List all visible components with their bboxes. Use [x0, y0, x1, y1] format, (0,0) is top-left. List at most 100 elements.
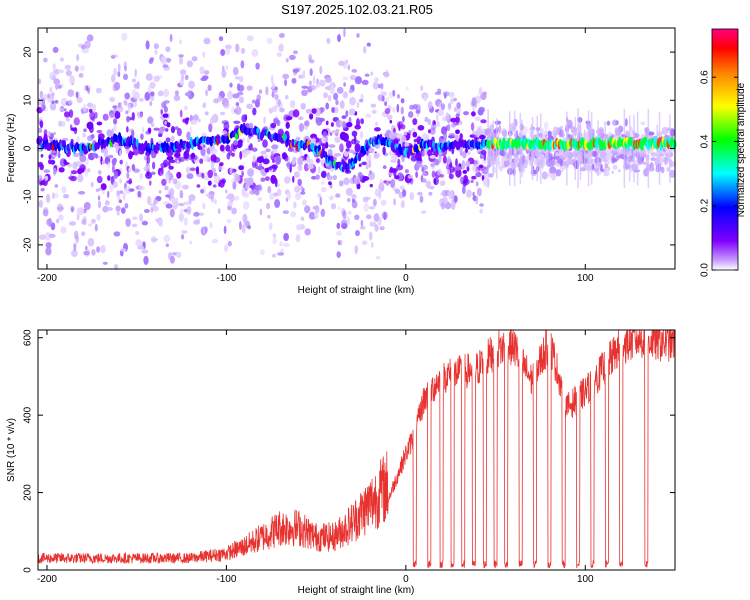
spectrogram-cell	[131, 223, 138, 228]
spectrogram-cell	[479, 208, 483, 214]
snr-frame	[37, 329, 676, 571]
spectrogram-cell	[36, 106, 43, 114]
spectrogram-cell	[52, 46, 59, 54]
spectrogram-cell	[335, 193, 341, 198]
spectrogram-cell	[382, 146, 386, 155]
spectrogram-cell	[483, 152, 487, 161]
spectrogram-cell	[43, 57, 48, 63]
spectrogram-cell	[437, 109, 444, 117]
spectrogram-cell	[321, 170, 327, 178]
spectrogram-cell	[102, 113, 109, 121]
spectrogram-cell	[477, 108, 484, 116]
spectrogram-cell	[343, 82, 346, 87]
spectrogram-cell	[331, 107, 335, 113]
spectrogram-cell	[407, 174, 414, 179]
spectrogram-cell	[211, 113, 219, 123]
spectrogram-cell	[378, 191, 382, 200]
spectrogram-cell	[481, 159, 487, 164]
spectrogram-cell	[263, 116, 266, 124]
spectrogram-cell	[422, 178, 427, 183]
spectrogram-cell	[184, 74, 189, 81]
spectrogram-cell	[251, 189, 258, 194]
spectrogram-cell	[113, 170, 118, 180]
spectrogram-cell	[173, 149, 181, 157]
spectrogram-cell	[196, 184, 201, 188]
spectrogram-cell	[290, 211, 297, 218]
spectrogram-cell	[417, 125, 425, 131]
spectrogram-cell	[292, 109, 300, 118]
spectrogram-cell	[58, 107, 66, 112]
spectrogram-cell	[202, 154, 210, 162]
spectrogram-cell	[107, 175, 111, 181]
spectrogram-cell	[354, 143, 361, 153]
spectrogram-cell	[315, 174, 320, 180]
spectrogram-cell	[75, 235, 80, 244]
spectrogram-cell	[373, 152, 379, 159]
spectrogram-cell	[394, 175, 400, 180]
spectrogram-cell	[392, 89, 396, 97]
spectrogram-cell	[209, 222, 213, 229]
spectrogram-cell	[143, 209, 150, 213]
spectrogram-cell	[198, 212, 205, 216]
spectrogram-cell	[100, 183, 107, 191]
spectrogram-cell	[293, 201, 297, 209]
spectrogram-cell	[442, 196, 448, 206]
spectrogram-cell	[270, 174, 277, 184]
spectrogram-cell	[475, 181, 479, 187]
spectrogram-cell	[256, 94, 261, 102]
spectrogram-cell	[334, 136, 341, 143]
spectrogram-cell	[455, 116, 460, 124]
spectrogram-cell	[358, 163, 362, 167]
spectrogram-cell	[44, 107, 48, 113]
spectrogram-cell	[424, 118, 431, 123]
spectrogram-cell	[48, 154, 52, 160]
spectrogram-cell	[238, 165, 245, 171]
spectrogram-cell	[360, 130, 363, 140]
spectrogram-cell	[339, 120, 343, 126]
spectrogram-cell	[434, 91, 442, 96]
spectrogram-cell	[415, 151, 422, 161]
spectrogram-cell	[186, 60, 193, 68]
spectrogram-cell	[384, 108, 391, 115]
spectrogram-cell	[70, 206, 74, 213]
spectrogram-cell	[303, 163, 309, 172]
spectrogram-cell	[217, 165, 225, 171]
spectrogram-cell	[272, 159, 275, 163]
spectrogram-cell	[537, 130, 539, 167]
spectrogram-cell	[359, 226, 366, 230]
spectrogram-cell	[411, 127, 416, 134]
spectrogram-cell	[382, 165, 387, 170]
spectrogram-cell	[337, 206, 341, 210]
spectrogram-cell	[39, 120, 44, 129]
spectrogram-cell	[421, 167, 425, 173]
spectrogram-cell	[179, 189, 183, 197]
spectrogram-cell	[97, 200, 102, 209]
spectrogram-cell	[174, 90, 179, 96]
spectrogram-cell	[629, 115, 631, 182]
spectrogram-cell	[113, 118, 118, 125]
spectrogram-cell	[396, 103, 400, 113]
spectrogram-cell	[466, 166, 470, 172]
spectrogram-cell	[465, 148, 468, 153]
spectrogram-cell	[603, 121, 607, 126]
spectrogram-cell	[162, 64, 169, 68]
spectrogram-cell	[299, 148, 303, 157]
spectrogram-cell	[176, 159, 180, 164]
spectrogram-cell	[149, 203, 156, 207]
spectrogram-cell	[203, 37, 211, 45]
spectrogram-cell	[169, 198, 177, 202]
spectrogram-cell	[292, 175, 295, 183]
spectrogram-cell	[541, 171, 548, 180]
spectrogram-cell	[454, 134, 459, 140]
spectrogram-cell	[386, 114, 393, 120]
spectrogram-cell	[219, 144, 225, 152]
spectrogram-cell	[234, 174, 241, 183]
spectrogram-cell	[351, 198, 356, 203]
spectrogram-cell	[68, 221, 77, 226]
spectrogram-cell	[97, 170, 102, 175]
spectrogram-cell	[278, 33, 285, 38]
spectrogram-cell	[232, 93, 240, 99]
spectrogram-cell	[466, 150, 471, 156]
spectrogram-cell	[447, 156, 451, 165]
spectrogram-cell	[176, 251, 182, 258]
